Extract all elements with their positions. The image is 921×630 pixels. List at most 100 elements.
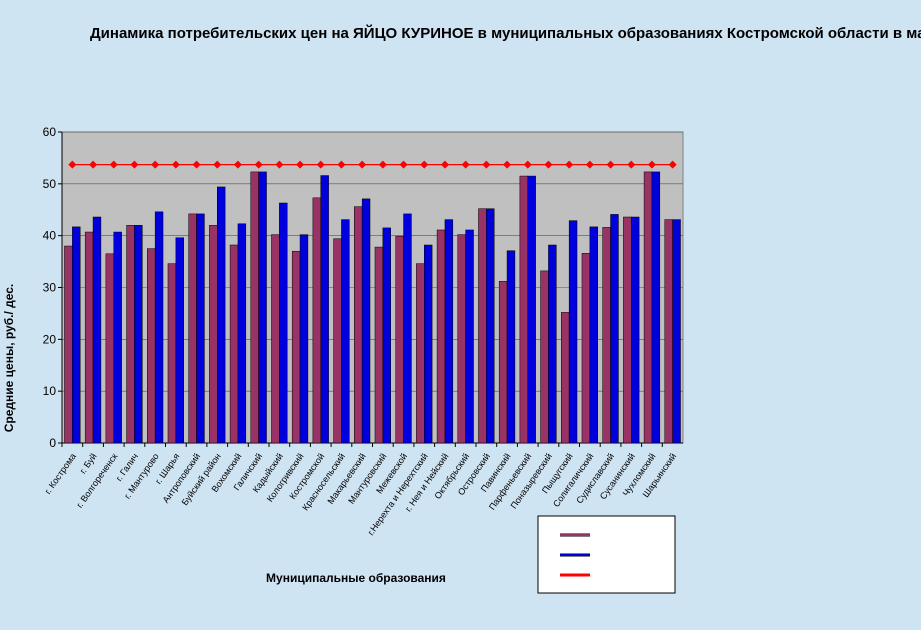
line-marker <box>171 160 180 169</box>
bar <box>623 216 632 444</box>
line-marker <box>151 160 160 169</box>
bar <box>548 244 557 444</box>
bar <box>651 171 661 444</box>
bar <box>64 245 73 444</box>
bar <box>424 244 433 444</box>
bar <box>320 175 329 444</box>
y-tick-label: 60 <box>43 125 57 139</box>
line-marker <box>523 160 532 169</box>
line-marker <box>68 160 77 169</box>
y-tick-label: 50 <box>43 177 57 191</box>
bar <box>147 248 156 444</box>
line-marker <box>420 160 429 169</box>
y-tick-label: 20 <box>43 332 57 346</box>
line-marker <box>606 160 615 169</box>
bar <box>113 231 122 444</box>
bar <box>527 175 536 444</box>
bar <box>374 246 384 444</box>
x-axis-label: Муниципальные образования <box>266 571 446 585</box>
y-axis-label: Средние цены, руб./ дес. <box>2 284 16 433</box>
line-marker <box>440 160 449 169</box>
line-marker <box>668 160 677 169</box>
line-marker <box>647 160 656 169</box>
line-marker <box>399 160 408 169</box>
y-tick-label: 30 <box>43 281 57 295</box>
bar <box>154 211 164 444</box>
y-tick-label: 10 <box>43 384 57 398</box>
x-tick-label: г. Кострома <box>43 451 78 495</box>
line-marker <box>316 160 325 169</box>
bar <box>672 219 681 444</box>
y-tick-label: 0 <box>49 436 56 450</box>
bar <box>403 213 412 444</box>
bar <box>416 263 425 444</box>
bar <box>602 227 611 444</box>
bar <box>134 225 143 444</box>
bar <box>271 234 280 444</box>
bar <box>312 197 322 444</box>
bar <box>105 253 115 444</box>
bar <box>465 229 474 444</box>
line-marker <box>296 160 305 169</box>
line-marker <box>378 160 387 169</box>
bar <box>486 208 495 444</box>
line-marker <box>109 160 118 169</box>
bar <box>92 216 102 444</box>
line-marker <box>565 160 574 169</box>
bar <box>382 227 391 444</box>
bar <box>506 250 516 444</box>
bar <box>209 225 218 444</box>
bar <box>519 175 528 444</box>
line-marker <box>275 160 284 169</box>
bar <box>217 186 226 444</box>
line-marker <box>503 160 512 169</box>
line-marker <box>482 160 491 169</box>
line-marker <box>358 160 367 169</box>
bar <box>299 234 309 444</box>
bar <box>84 231 94 444</box>
bar <box>229 244 239 444</box>
bar <box>188 213 197 444</box>
line-marker <box>213 160 222 169</box>
x-tick-label: г. Волгореченск <box>74 451 119 509</box>
bar <box>589 226 598 444</box>
bar <box>395 235 404 444</box>
bar <box>457 234 466 444</box>
line-marker <box>337 160 346 169</box>
y-tick-label: 40 <box>43 229 57 243</box>
bar <box>664 219 673 444</box>
chart-title: Динамика потребительских цен на ЯЙЦО КУР… <box>90 24 921 42</box>
line-marker <box>585 160 594 169</box>
bar <box>498 281 508 444</box>
line-marker <box>254 160 263 169</box>
legend <box>537 515 676 594</box>
bar <box>237 223 247 444</box>
bar <box>444 219 454 444</box>
bar <box>361 198 371 444</box>
bar <box>341 219 350 444</box>
bar <box>196 213 205 444</box>
bar <box>568 220 578 444</box>
bar <box>258 171 267 444</box>
bar <box>250 171 259 444</box>
bar <box>610 214 619 444</box>
bar <box>291 250 301 444</box>
line-marker <box>192 160 201 169</box>
bar <box>354 206 363 444</box>
bar <box>167 263 177 444</box>
bar <box>72 226 81 444</box>
line-marker <box>461 160 470 169</box>
x-tick-label: г. Буй <box>78 451 99 475</box>
bar <box>279 202 288 444</box>
bar <box>581 253 591 444</box>
bar <box>436 229 446 444</box>
bar <box>126 225 135 444</box>
bar <box>561 312 570 444</box>
line-marker <box>130 160 139 169</box>
bar <box>643 171 653 444</box>
bar <box>631 216 640 444</box>
line-marker <box>627 160 636 169</box>
line-marker <box>233 160 242 169</box>
bar <box>175 237 184 444</box>
